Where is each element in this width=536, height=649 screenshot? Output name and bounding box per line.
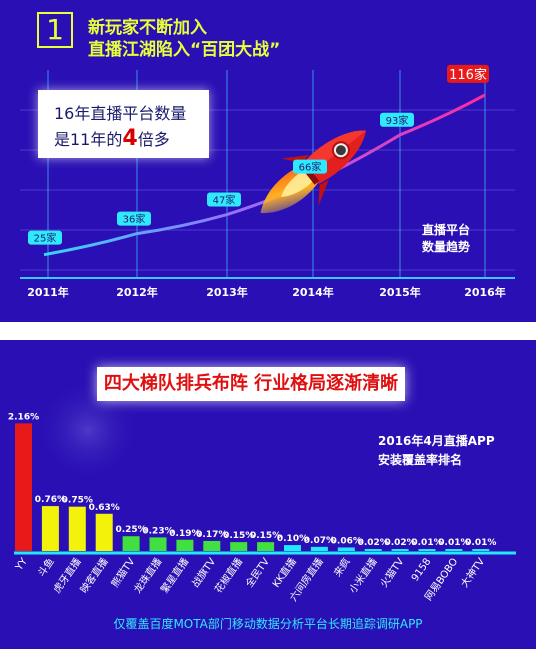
growth-callout: 16年直播平台数量 是11年的4倍多 <box>38 90 209 158</box>
point-value-label: 47家 <box>213 194 236 207</box>
point-value-label: 36家 <box>123 213 146 226</box>
bar <box>15 423 32 551</box>
bar <box>149 537 167 551</box>
bar-value-label: 0.10% <box>277 534 308 544</box>
bar-value-label: 0.01% <box>465 538 496 548</box>
bar-value-label: 0.01% <box>438 538 469 548</box>
category-label: 9158 <box>410 556 434 583</box>
category-label: YY <box>13 556 30 574</box>
bar-value-label: 0.06% <box>331 536 362 546</box>
bar-value-label: 0.75% <box>62 496 93 506</box>
point-label-box <box>447 64 489 83</box>
section-number-badge: 1 <box>37 12 73 48</box>
app-coverage-bar-chart: 2.16%YY0.76%斗鱼0.75%虎牙直播0.63%映客直播0.25%熊猫T… <box>8 378 516 604</box>
callout-line2-suffix: 倍多 <box>137 130 170 149</box>
bar-value-label: 0.76% <box>35 495 66 505</box>
bar <box>310 546 328 551</box>
bar <box>41 506 59 551</box>
point-label-box <box>380 112 414 127</box>
bar <box>418 549 436 551</box>
ranking-title: 四大梯队排兵布阵 行业格局逐渐清晰 <box>97 367 405 401</box>
bar <box>445 549 463 551</box>
section-heading-line2: 直播江湖陷入“百团大战” <box>88 40 281 60</box>
point-label-box <box>28 230 62 245</box>
category-label: KK直播 <box>269 555 299 590</box>
bar <box>364 549 382 551</box>
bar <box>203 540 221 551</box>
category-label: 火猫TV <box>377 555 407 590</box>
bar-value-label: 0.15% <box>250 531 281 541</box>
point-value-label: 93家 <box>386 114 409 127</box>
bar-value-label: 0.07% <box>304 536 335 546</box>
trend-label-line1: 直播平台 <box>422 223 471 237</box>
bar <box>68 506 86 551</box>
category-label: 全民TV <box>243 555 273 590</box>
bar-value-label: 0.25% <box>115 525 146 535</box>
bar <box>122 536 140 551</box>
bar <box>230 542 248 551</box>
x-tick-label: 2014年 <box>292 285 334 299</box>
category-label: 映客直播 <box>77 555 111 595</box>
point-label-box <box>293 159 327 174</box>
bar <box>176 539 194 551</box>
platform-count-panel: 1 新玩家不断加入 直播江湖陷入“百团大战” 2011年 2012年 2013年 20… <box>0 0 536 322</box>
bar <box>284 545 301 551</box>
source-footnote: 仅覆盖百度MOTA部门移动数据分析平台长期追踪调研APP <box>113 617 423 631</box>
category-label: 战旗TV <box>189 555 219 590</box>
app-coverage-panel: 2.16% YY 0.76% 斗鱼 0.75% 虎牙直播 0.63% 映客直播 0.25% 熊猫T… <box>0 340 536 649</box>
x-tick-label: 2012年 <box>116 285 158 299</box>
point-label-box <box>117 211 151 226</box>
category-label: 来疯 <box>331 555 353 579</box>
point-value-label: 25家 <box>34 232 57 245</box>
ranking-caption-line1: 2016年4月直播APP <box>378 434 495 448</box>
ranking-caption-line2: 安装覆盖率排名 <box>378 453 463 467</box>
background-glow <box>36 378 140 482</box>
platform-count-line-chart: 2011年 2012年 2013年 2014年 2015年 2016年 25家 36家 47家… <box>20 64 515 299</box>
bar <box>257 542 275 551</box>
category-label: 小米直播 <box>346 555 380 595</box>
bar <box>337 547 355 551</box>
x-tick-label: 2013年 <box>206 285 248 299</box>
bar-value-label: 0.17% <box>196 530 227 540</box>
category-label: 熊猫TV <box>108 555 138 590</box>
callout-line2: 是11年的4倍多 <box>54 126 170 151</box>
point-label-box <box>207 192 241 207</box>
bar <box>95 513 113 551</box>
callout-line1: 16年直播平台数量 <box>54 104 187 123</box>
x-tick-label: 2016年 <box>464 285 506 299</box>
x-tick-label: 2011年 <box>27 285 69 299</box>
bar-value-label: 0.19% <box>169 529 200 539</box>
category-label: 繁星直播 <box>158 555 192 595</box>
category-label: 大神TV <box>458 555 488 590</box>
bar-value-label: 2.16% <box>8 412 39 422</box>
callout-line2-text: 是11年的 <box>54 130 123 149</box>
bar-value-label: 0.63% <box>89 503 120 513</box>
category-label: 花椒直播 <box>212 555 246 595</box>
bar-value-label: 0.23% <box>142 526 173 536</box>
point-value-label: 116家 <box>449 67 487 83</box>
bar-value-label: 0.15% <box>223 531 254 541</box>
bar <box>391 549 409 551</box>
callout-multiplier: 4 <box>122 126 138 151</box>
category-label: 斗鱼 <box>35 555 57 579</box>
section-heading-line1: 新玩家不断加入 <box>88 18 207 38</box>
bar-value-label: 0.01% <box>411 538 442 548</box>
bar-value-label: 0.02% <box>358 538 389 548</box>
trend-label-line2: 数量趋势 <box>422 240 471 254</box>
x-tick-label: 2015年 <box>379 285 421 299</box>
bar-value-label: 0.02% <box>384 538 415 548</box>
point-value-label: 66家 <box>299 161 322 174</box>
bar <box>472 549 490 551</box>
